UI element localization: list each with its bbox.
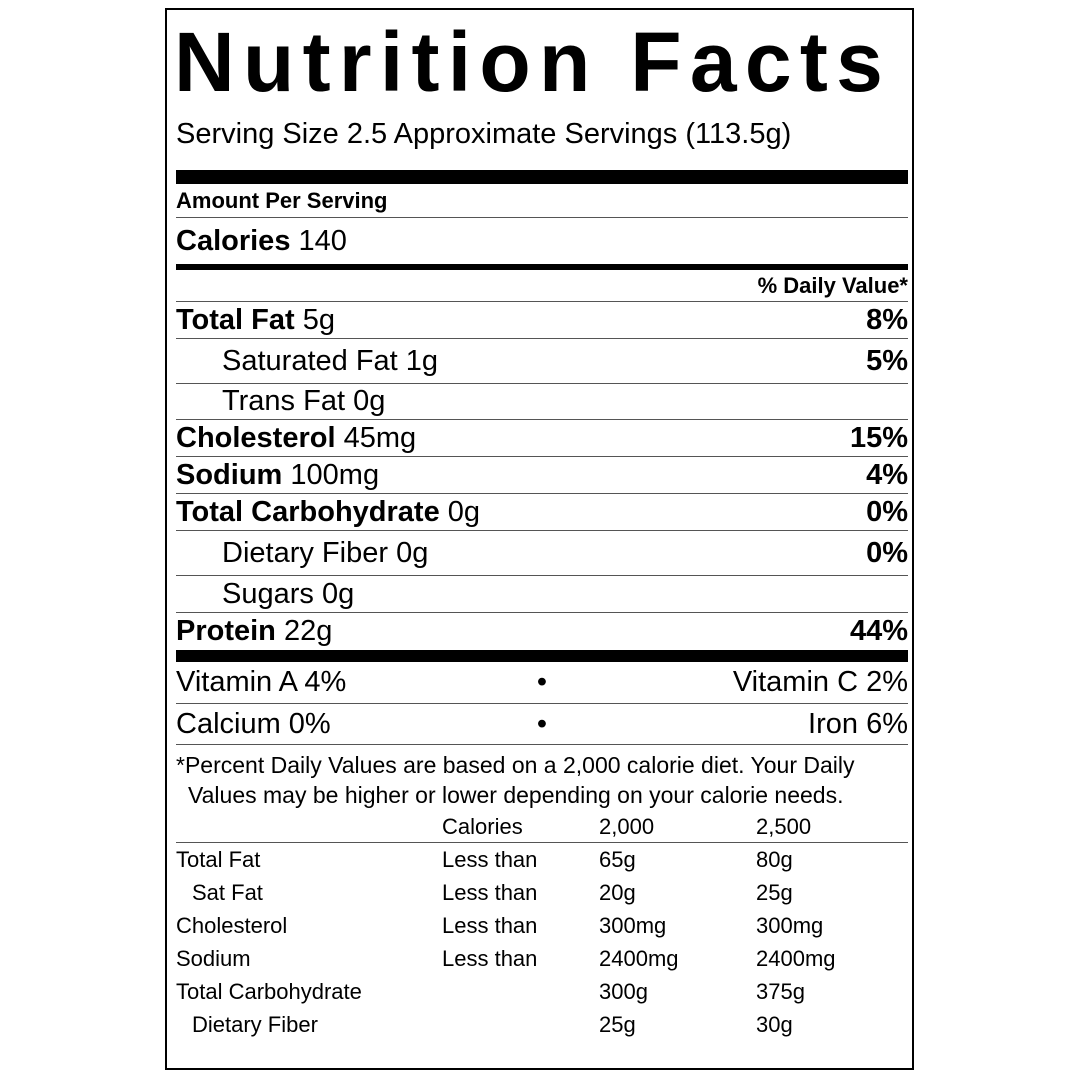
reference-table: Calories 2,000 2,500 Total Fat Less than… xyxy=(176,810,908,1041)
nutrient-amount: 100mg xyxy=(290,458,380,491)
vitamin-row: Vitamin A 4% • Vitamin C 2% xyxy=(176,662,908,704)
table-cell: 25g xyxy=(756,880,793,905)
table-cell: 300mg xyxy=(599,913,667,938)
thick-divider xyxy=(176,170,908,184)
nutrient-dv: 44% xyxy=(849,615,908,647)
table-header-cell xyxy=(176,810,442,843)
bullet: • xyxy=(536,666,548,698)
table-cell: 2400mg xyxy=(756,946,836,971)
calories-value: 140 xyxy=(298,224,347,257)
table-cell: 65g xyxy=(599,847,636,872)
table-header-cell: 2,500 xyxy=(756,810,908,843)
nutrient-amount: 22g xyxy=(283,615,333,647)
table-cell: 25g xyxy=(599,1012,636,1037)
table-cell: 375g xyxy=(756,979,805,1004)
calories-label: Calories xyxy=(176,224,291,257)
table-cell: 20g xyxy=(599,880,636,905)
thick-divider xyxy=(176,650,908,662)
table-cell: 2400mg xyxy=(599,946,679,971)
nutrient-label: Dietary Fiber xyxy=(222,536,388,569)
calories-row: Calories 140 xyxy=(176,218,908,264)
nutrition-facts-label: Nutrition Facts Serving Size 2.5 Approxi… xyxy=(165,8,914,1070)
nutrient-row: Cholesterol 45mg 15% xyxy=(176,420,908,457)
footnote-line: *Percent Daily Values are based on a 2,0… xyxy=(176,752,855,778)
nutrient-label: Total Fat xyxy=(176,303,295,336)
table-cell: Cholesterol xyxy=(176,913,288,938)
table-cell: Less than xyxy=(442,913,538,938)
nutrient-row: Sugars 0g xyxy=(176,576,908,613)
table-header-cell: 2,000 xyxy=(599,810,756,843)
table-header-cell: Calories xyxy=(442,810,599,843)
nutrient-label: Trans Fat xyxy=(222,385,346,417)
nutrient-amount: 0g xyxy=(321,577,355,610)
nutrient-row: Saturated Fat 1g 5% xyxy=(176,339,908,384)
table-cell: Total Fat xyxy=(176,847,261,872)
daily-value-header-text: % Daily Value* xyxy=(757,272,908,298)
medium-divider xyxy=(176,264,908,270)
nutrient-amount: 0g xyxy=(353,385,386,417)
nutrient-row: Total Fat 5g 8% xyxy=(176,302,908,339)
table-cell: Sat Fat xyxy=(192,880,263,905)
nutrient-amount: 45mg xyxy=(343,421,417,454)
amount-per-serving-text: Amount Per Serving xyxy=(176,187,388,213)
amount-per-serving: Amount Per Serving xyxy=(176,184,908,218)
nutrient-label: Sodium xyxy=(176,458,283,491)
nutrient-row: Dietary Fiber 0g 0% xyxy=(176,531,908,576)
label-title: Nutrition Facts xyxy=(174,15,892,109)
serving-size: Serving Size 2.5 Approximate Servings (1… xyxy=(176,118,792,150)
nutrient-dv: 0% xyxy=(866,495,908,528)
daily-value-header: % Daily Value* xyxy=(176,270,908,302)
table-cell: 80g xyxy=(756,847,793,872)
nutrient-amount: 0g xyxy=(396,536,429,569)
nutrient-dv: 0% xyxy=(866,536,908,569)
table-cell: 300g xyxy=(599,979,648,1004)
nutrient-row: Trans Fat 0g xyxy=(176,384,908,420)
nutrient-amount: 5g xyxy=(302,303,336,336)
nutrient-row: Sodium 100mg 4% xyxy=(176,457,908,494)
footnote-line: Values may be higher or lower depending … xyxy=(188,782,844,808)
nutrient-dv: 4% xyxy=(866,458,908,491)
table-cell: Total Carbohydrate xyxy=(176,979,362,1004)
nutrient-label: Cholesterol xyxy=(176,421,336,454)
vitamin-row: Calcium 0% • Iron 6% xyxy=(176,704,908,745)
bullet: • xyxy=(536,707,548,740)
table-cell: Sodium xyxy=(176,946,251,971)
table-cell: Dietary Fiber xyxy=(192,1012,318,1037)
vitamin-right: Vitamin C 2% xyxy=(732,666,908,698)
table-cell xyxy=(442,1008,599,1041)
nutrient-amount: 0g xyxy=(447,495,481,528)
nutrient-dv: 8% xyxy=(866,303,908,336)
nutrient-dv: 15% xyxy=(849,421,908,454)
nutrient-dv: 5% xyxy=(866,344,908,377)
table-cell: 30g xyxy=(756,1012,793,1037)
nutrient-row: Total Carbohydrate 0g 0% xyxy=(176,494,908,531)
nutrient-label: Total Carbohydrate xyxy=(176,495,440,528)
nutrient-label: Saturated Fat xyxy=(222,344,398,377)
nutrient-row: Protein 22g 44% xyxy=(176,613,908,650)
table-cell: Less than xyxy=(442,880,538,905)
vitamin-left: Calcium 0% xyxy=(176,707,331,740)
table-cell: Less than xyxy=(442,946,538,971)
table-cell xyxy=(442,975,599,1008)
table-cell: Less than xyxy=(442,847,538,872)
footnote: *Percent Daily Values are based on a 2,0… xyxy=(176,745,908,810)
vitamin-right: Iron 6% xyxy=(808,707,908,740)
vitamin-left: Vitamin A 4% xyxy=(176,666,347,698)
table-cell: 300mg xyxy=(756,913,824,938)
nutrient-label: Protein xyxy=(176,615,276,647)
nutrient-label: Sugars xyxy=(222,577,314,610)
nutrient-amount: 1g xyxy=(405,344,439,377)
